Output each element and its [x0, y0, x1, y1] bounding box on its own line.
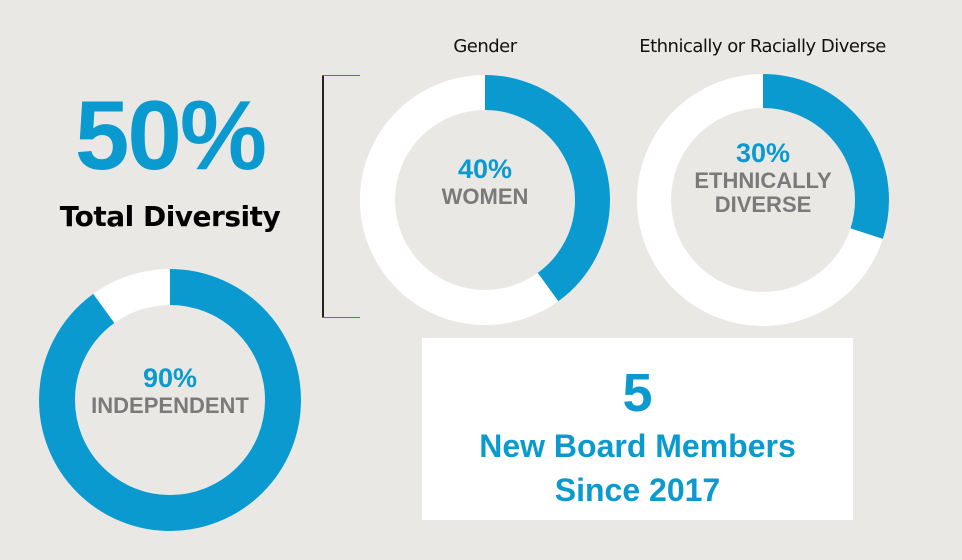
new-board-members-box: 5 New Board Members Since 2017: [422, 338, 853, 520]
gender-label: WOMEN: [441, 183, 529, 209]
ethnic-donut: 30% ETHNICALLY DIVERSE: [637, 74, 889, 326]
new-board-members-count: 5: [622, 363, 653, 423]
gender-heading: Gender: [453, 36, 517, 57]
gender-donut: 40% WOMEN: [360, 75, 610, 325]
independent-label: INDEPENDENT: [91, 392, 249, 418]
bracket-top-tick: [322, 75, 360, 76]
ethnic-label-line2: DIVERSE: [714, 191, 812, 217]
new-board-members-line1: New Board Members: [479, 428, 796, 464]
independent-donut: 90% INDEPENDENT: [39, 269, 301, 531]
ethnic-label-line1: ETHNICALLY: [694, 167, 832, 193]
total-diversity-label: Total Diversity: [59, 200, 281, 233]
ethnic-heading: Ethnically or Racially Diverse: [639, 36, 886, 57]
bracket-line: [322, 75, 324, 317]
ethnic-percent: 30%: [735, 138, 791, 168]
independent-percent: 90%: [142, 363, 198, 393]
total-diversity-percent: 50%: [74, 80, 267, 190]
gender-percent: 40%: [457, 154, 513, 184]
new-board-members-line2: Since 2017: [554, 472, 721, 509]
bracket-bottom-tick: [322, 317, 360, 318]
